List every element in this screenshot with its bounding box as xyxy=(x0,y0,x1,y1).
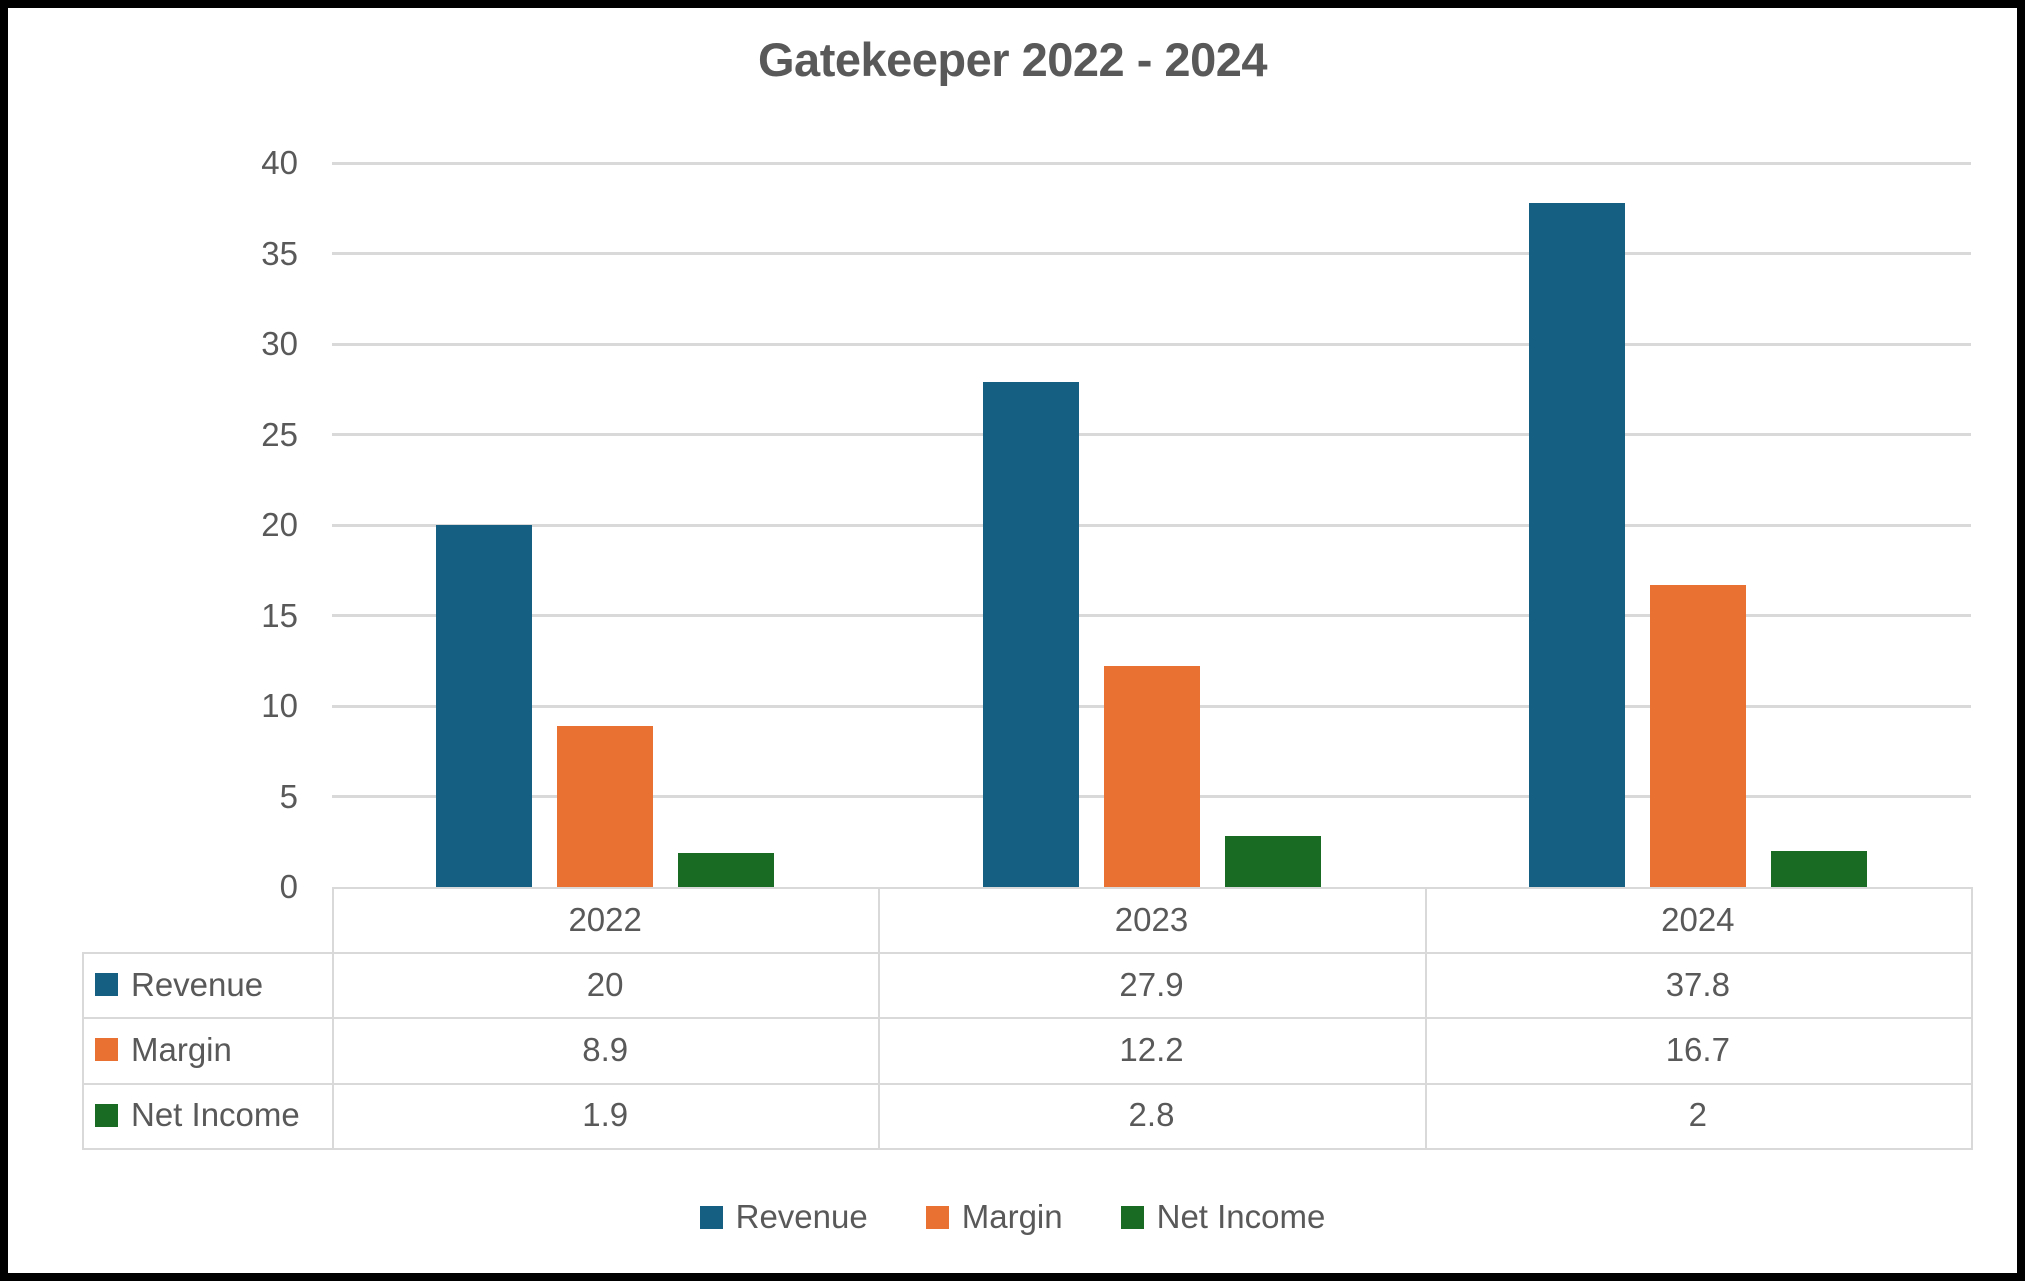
gridline xyxy=(332,161,1971,165)
table-border xyxy=(82,952,84,1150)
y-axis-tick-label: 5 xyxy=(279,777,298,815)
table-border xyxy=(82,952,1973,954)
legend-item-margin: Margin xyxy=(925,1198,1063,1236)
table-border xyxy=(82,1082,1973,1085)
table-value-cell: 20 xyxy=(586,965,624,1003)
net-income-bar-2022 xyxy=(678,852,775,887)
gridline xyxy=(332,342,1971,346)
legend-item-label: Revenue xyxy=(735,1198,868,1235)
revenue-bar-2022 xyxy=(436,525,533,887)
legend-item-revenue: Revenue xyxy=(699,1198,868,1236)
table-border xyxy=(332,887,334,1150)
y-axis-tick-label: 0 xyxy=(279,868,298,905)
margin-bar-2022 xyxy=(557,725,654,887)
revenue-swatch-icon xyxy=(95,973,118,997)
y-axis-tick-label: 10 xyxy=(261,687,298,724)
margin-bar-2023 xyxy=(1103,666,1200,887)
legend-item-label: Margin xyxy=(961,1198,1063,1235)
table-value-cell: 2 xyxy=(1688,1096,1707,1134)
table-border xyxy=(1424,887,1427,1150)
net-income-bar-2023 xyxy=(1224,836,1321,887)
table-value-cell: 37.8 xyxy=(1665,965,1730,1003)
table-series-label: Revenue xyxy=(95,952,332,1017)
y-axis-tick-label: 40 xyxy=(261,144,298,181)
table-value-cell: 12.2 xyxy=(1119,1030,1184,1068)
table-border xyxy=(1971,887,1973,1150)
revenue-bar-2023 xyxy=(982,382,1079,887)
table-year-header: 2024 xyxy=(1661,900,1735,938)
y-axis-tick-label: 35 xyxy=(261,234,298,272)
table-border xyxy=(82,1147,1973,1150)
gridline xyxy=(332,433,1971,436)
table-value-cell: 2.8 xyxy=(1128,1096,1175,1134)
table-series-label: Margin xyxy=(95,1017,332,1082)
gridline xyxy=(332,252,1971,255)
margin-bar-2024 xyxy=(1649,584,1746,887)
table-border xyxy=(878,887,881,1150)
legend-item-net-income: Net Income xyxy=(1120,1198,1326,1236)
legend: Revenue Margin Net Income xyxy=(8,1191,2017,1243)
margin-swatch-icon xyxy=(95,1038,118,1062)
margin-legend-swatch-icon xyxy=(925,1205,949,1229)
net-income-legend-swatch-icon xyxy=(1120,1205,1144,1229)
table-series-label-text: Net Income xyxy=(131,1096,300,1134)
y-axis-tick-label: 30 xyxy=(261,325,298,362)
y-axis-tick-label: 20 xyxy=(261,506,298,543)
gridline xyxy=(332,614,1971,617)
legend-item-label: Net Income xyxy=(1156,1198,1326,1235)
revenue-legend-swatch-icon xyxy=(699,1205,723,1229)
y-axis-tick-label: 25 xyxy=(261,415,298,453)
table-value-cell: 8.9 xyxy=(582,1030,629,1068)
gridline xyxy=(332,523,1971,527)
table-year-header: 2023 xyxy=(1114,900,1189,938)
net-income-swatch-icon xyxy=(95,1103,118,1127)
chart-title: Gatekeeper 2022 - 2024 xyxy=(758,33,1267,86)
table-series-label-text: Revenue xyxy=(131,965,264,1003)
y-axis-tick-label: 15 xyxy=(261,596,298,634)
table-border xyxy=(332,887,1973,889)
table-value-cell: 27.9 xyxy=(1119,965,1184,1003)
revenue-bar-2024 xyxy=(1528,202,1625,887)
net-income-bar-2024 xyxy=(1770,850,1867,887)
table-series-label: Net Income xyxy=(95,1083,332,1148)
table-border xyxy=(82,1017,1973,1020)
table-value-cell: 1.9 xyxy=(582,1096,629,1134)
table-year-header: 2022 xyxy=(568,900,642,938)
table-series-label-text: Margin xyxy=(131,1030,232,1068)
table-value-cell: 16.7 xyxy=(1665,1030,1730,1068)
